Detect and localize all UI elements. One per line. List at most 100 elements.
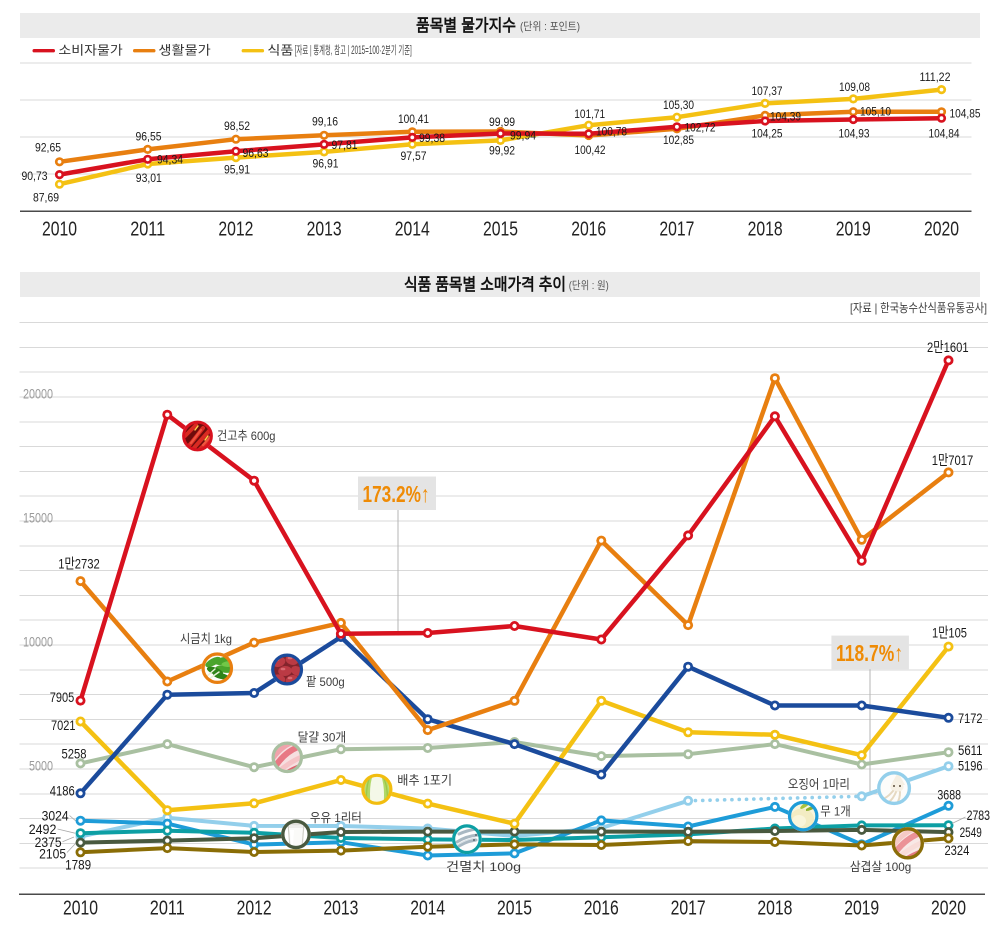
svg-text:7172: 7172 (958, 710, 983, 726)
svg-text:99,99: 99,99 (489, 115, 515, 129)
svg-text:104,84: 104,84 (929, 127, 960, 141)
svg-text:2019: 2019 (844, 898, 879, 920)
svg-text:104,25: 104,25 (752, 127, 783, 141)
svg-text:102,85: 102,85 (663, 133, 694, 147)
svg-text:2만1601: 2만1601 (927, 339, 969, 355)
svg-text:2012: 2012 (237, 898, 272, 920)
svg-text:2017: 2017 (659, 219, 694, 241)
svg-text:111,22: 111,22 (920, 70, 951, 84)
svg-text:100,42: 100,42 (575, 143, 606, 157)
svg-text:2010: 2010 (42, 219, 77, 241)
svg-text:2018: 2018 (757, 898, 792, 920)
svg-text:소비자물가: 소비자물가 (58, 44, 122, 58)
svg-text:2017: 2017 (671, 898, 706, 920)
svg-text:94,34: 94,34 (157, 153, 183, 167)
svg-text:2015: 2015 (497, 898, 532, 920)
svg-text:104,93: 104,93 (839, 126, 870, 140)
svg-text:99,94: 99,94 (510, 129, 536, 143)
svg-text:98,52: 98,52 (224, 119, 250, 133)
svg-text:5258: 5258 (62, 745, 87, 761)
svg-text:1만2732: 1만2732 (58, 556, 100, 572)
svg-text:5196: 5196 (958, 758, 983, 774)
svg-text:2016: 2016 (571, 219, 606, 241)
svg-text:7905: 7905 (50, 689, 75, 705)
svg-text:시금치 1kg: 시금치 1kg (180, 632, 232, 646)
svg-text:2011: 2011 (150, 898, 185, 920)
svg-text:99,16: 99,16 (312, 114, 338, 128)
svg-text:1만7017: 1만7017 (932, 452, 974, 468)
svg-text:건멸치 100g: 건멸치 100g (446, 860, 521, 874)
svg-text:(단위 : 원): (단위 : 원) (569, 279, 609, 292)
svg-text:2020: 2020 (931, 898, 966, 920)
svg-text:(단위 : 포인트): (단위 : 포인트) (520, 20, 580, 33)
svg-text:2019: 2019 (836, 219, 871, 241)
svg-text:4186: 4186 (50, 782, 75, 798)
svg-text:5611: 5611 (958, 742, 983, 758)
svg-text:2011: 2011 (130, 219, 165, 241)
svg-text:2012: 2012 (218, 219, 253, 241)
svg-text:99,38: 99,38 (419, 131, 445, 145)
svg-text:달걀 30개: 달걀 30개 (298, 730, 347, 744)
svg-text:15000: 15000 (23, 510, 53, 526)
svg-text:97,81: 97,81 (332, 138, 358, 152)
svg-text:109,08: 109,08 (839, 80, 870, 94)
svg-text:건고추 600g: 건고추 600g (217, 429, 276, 443)
svg-text:2010: 2010 (63, 898, 98, 920)
svg-text:배추 1포기: 배추 1포기 (397, 773, 452, 787)
svg-text:오징어 1마리: 오징어 1마리 (788, 778, 850, 792)
svg-text:20000: 20000 (23, 386, 53, 402)
svg-text:104,85: 104,85 (950, 106, 981, 120)
svg-text:2014: 2014 (395, 219, 430, 241)
svg-text:173.2%↑: 173.2%↑ (363, 481, 430, 507)
svg-text:102,72: 102,72 (685, 121, 716, 135)
svg-text:7021: 7021 (51, 717, 76, 733)
svg-text:118.7%↑: 118.7%↑ (836, 640, 903, 666)
svg-text:무 1개: 무 1개 (820, 805, 851, 819)
svg-text:5000: 5000 (29, 758, 53, 774)
svg-text:2783: 2783 (967, 807, 991, 823)
svg-text:2105: 2105 (39, 845, 66, 861)
svg-text:104,39: 104,39 (770, 109, 801, 123)
svg-text:105,30: 105,30 (663, 98, 694, 112)
svg-text:97,57: 97,57 (401, 149, 427, 163)
svg-text:3688: 3688 (937, 787, 961, 803)
svg-text:3024: 3024 (42, 808, 69, 824)
svg-text:[자료 | 한국농수산식품유통공사]: [자료 | 한국농수산식품유통공사] (850, 301, 987, 315)
svg-text:식품: 식품 (267, 44, 293, 58)
svg-text:2018: 2018 (748, 219, 783, 241)
svg-text:101,71: 101,71 (574, 107, 605, 121)
svg-text:2013: 2013 (307, 219, 342, 241)
svg-text:107,37: 107,37 (752, 84, 783, 98)
svg-text:10000: 10000 (23, 634, 53, 650)
svg-text:96,91: 96,91 (313, 157, 339, 171)
svg-text:2549: 2549 (960, 824, 982, 840)
svg-text:2015: 2015 (483, 219, 518, 241)
svg-text:96,63: 96,63 (243, 146, 269, 160)
svg-text:1만105: 1만105 (932, 624, 967, 640)
svg-text:2324: 2324 (944, 842, 969, 858)
svg-text:생활물가: 생활물가 (158, 44, 210, 58)
svg-text:우유 1리터: 우유 1리터 (310, 811, 362, 825)
svg-text:식품 품목별 소매가격 추이: 식품 품목별 소매가격 추이 (404, 275, 566, 294)
svg-text:99,92: 99,92 (489, 144, 515, 158)
svg-text:2492: 2492 (29, 821, 57, 837)
svg-text:90,73: 90,73 (22, 169, 48, 183)
svg-text:2375: 2375 (35, 834, 62, 850)
svg-text:87,69: 87,69 (33, 191, 59, 205)
svg-text:삼겹살 100g: 삼겹살 100g (850, 860, 911, 874)
svg-text:품목별 물가지수: 품목별 물가지수 (416, 16, 516, 35)
svg-text:100,41: 100,41 (398, 112, 429, 126)
svg-text:[자료 | 통계청, 참고 | 2015=100·2분기 기: [자료 | 통계청, 참고 | 2015=100·2분기 기준] (295, 44, 412, 57)
svg-text:팥 500g: 팥 500g (306, 675, 345, 689)
svg-text:2016: 2016 (584, 898, 619, 920)
svg-text:2020: 2020 (924, 219, 959, 241)
svg-text:93,01: 93,01 (136, 171, 162, 185)
svg-text:2014: 2014 (410, 898, 445, 920)
svg-text:92,65: 92,65 (35, 141, 61, 155)
svg-text:95,91: 95,91 (224, 163, 250, 177)
svg-text:105,10: 105,10 (860, 105, 891, 119)
svg-text:1789: 1789 (65, 857, 91, 873)
svg-text:2013: 2013 (323, 898, 358, 920)
svg-text:96,55: 96,55 (136, 130, 162, 144)
svg-text:100,78: 100,78 (596, 124, 627, 138)
